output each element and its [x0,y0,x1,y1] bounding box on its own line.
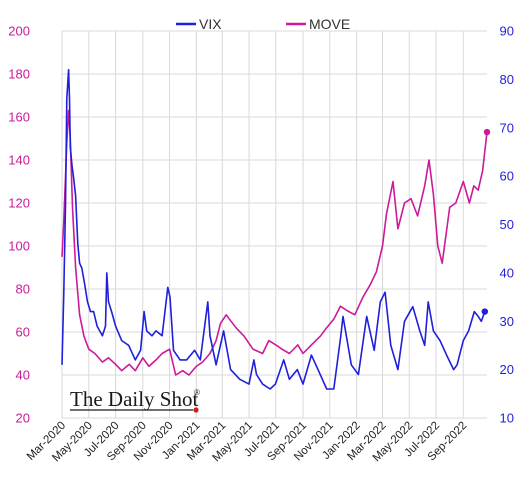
right-tick-label: 50 [500,217,514,232]
left-axis-ticks: 20 40 60 80 100 120 140 160 180 200 [8,24,30,426]
right-tick-label: 90 [500,24,514,39]
right-tick-label: 60 [500,169,514,184]
move-line [61,109,488,376]
left-tick-label: 60 [16,325,30,340]
left-tick-label: 20 [16,411,30,426]
left-tick-label: 80 [16,282,30,297]
x-axis-ticks: Mar-2020May-2020Jul-2020Sep-2020Nov-2020… [25,420,470,465]
vix-endpoint [481,308,489,315]
watermark-dot [193,407,199,413]
right-tick-label: 70 [500,120,514,135]
left-tick-label: 180 [8,67,30,82]
series-endpoints [481,128,491,315]
right-tick-label: 10 [500,411,514,426]
legend-move-label: MOVE [309,16,350,32]
gridlines [61,30,487,419]
legend-vix-label: VIX [199,16,222,32]
watermark: The Daily Shot ® [70,387,200,413]
left-tick-label: 100 [8,239,30,254]
left-tick-label: 200 [8,24,30,39]
legend: VIX MOVE [176,16,350,32]
watermark-registered-mark: ® [194,388,200,397]
right-tick-label: 20 [500,362,514,377]
left-tick-label: 40 [16,368,30,383]
series-lines [61,68,488,390]
right-axis-ticks: 10 20 30 40 50 60 70 80 90 [500,24,514,426]
left-tick-label: 140 [8,153,30,168]
left-tick-label: 120 [8,196,30,211]
watermark-text: The Daily Shot [70,387,198,411]
vix-line [61,68,486,390]
left-tick-label: 160 [8,110,30,125]
right-tick-label: 30 [500,314,514,329]
right-tick-label: 80 [500,72,514,87]
move-endpoint [483,128,491,136]
right-tick-label: 40 [500,265,514,280]
